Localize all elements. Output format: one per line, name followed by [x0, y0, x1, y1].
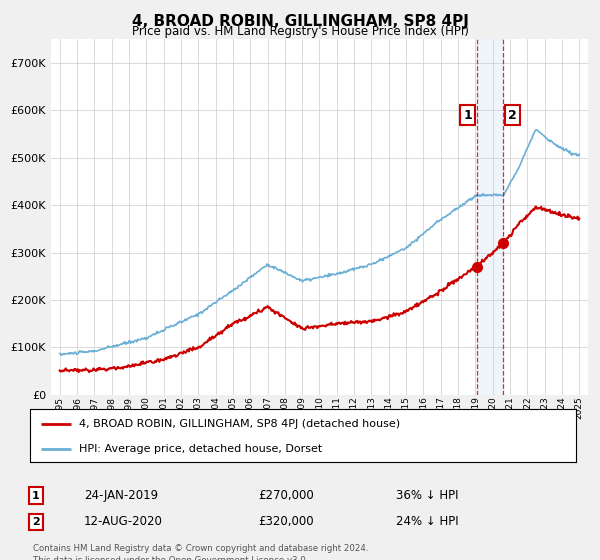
- Text: 36% ↓ HPI: 36% ↓ HPI: [396, 489, 458, 502]
- Text: 24% ↓ HPI: 24% ↓ HPI: [396, 515, 458, 529]
- Text: Contains HM Land Registry data © Crown copyright and database right 2024.
This d: Contains HM Land Registry data © Crown c…: [33, 544, 368, 560]
- Text: HPI: Average price, detached house, Dorset: HPI: Average price, detached house, Dors…: [79, 444, 322, 454]
- Text: 2: 2: [32, 517, 40, 527]
- Text: 4, BROAD ROBIN, GILLINGHAM, SP8 4PJ (detached house): 4, BROAD ROBIN, GILLINGHAM, SP8 4PJ (det…: [79, 419, 400, 429]
- Text: 2: 2: [508, 109, 517, 122]
- Text: 12-AUG-2020: 12-AUG-2020: [84, 515, 163, 529]
- Text: 4, BROAD ROBIN, GILLINGHAM, SP8 4PJ: 4, BROAD ROBIN, GILLINGHAM, SP8 4PJ: [131, 14, 469, 29]
- Text: 1: 1: [464, 109, 472, 122]
- Text: Price paid vs. HM Land Registry's House Price Index (HPI): Price paid vs. HM Land Registry's House …: [131, 25, 469, 38]
- Text: 1: 1: [32, 491, 40, 501]
- Text: £270,000: £270,000: [258, 489, 314, 502]
- Text: £320,000: £320,000: [258, 515, 314, 529]
- Text: 24-JAN-2019: 24-JAN-2019: [84, 489, 158, 502]
- Bar: [476, 39, 503, 395]
